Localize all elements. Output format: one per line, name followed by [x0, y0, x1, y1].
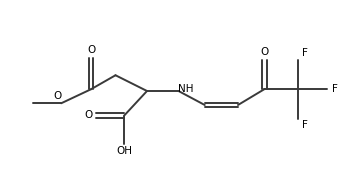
Text: O: O	[53, 91, 61, 101]
Text: NH: NH	[178, 84, 194, 94]
Text: O: O	[87, 45, 95, 55]
Text: OH: OH	[116, 146, 132, 156]
Text: F: F	[302, 120, 307, 130]
Text: F: F	[332, 84, 338, 94]
Text: F: F	[302, 48, 307, 58]
Text: O: O	[84, 111, 93, 121]
Text: O: O	[260, 47, 268, 57]
